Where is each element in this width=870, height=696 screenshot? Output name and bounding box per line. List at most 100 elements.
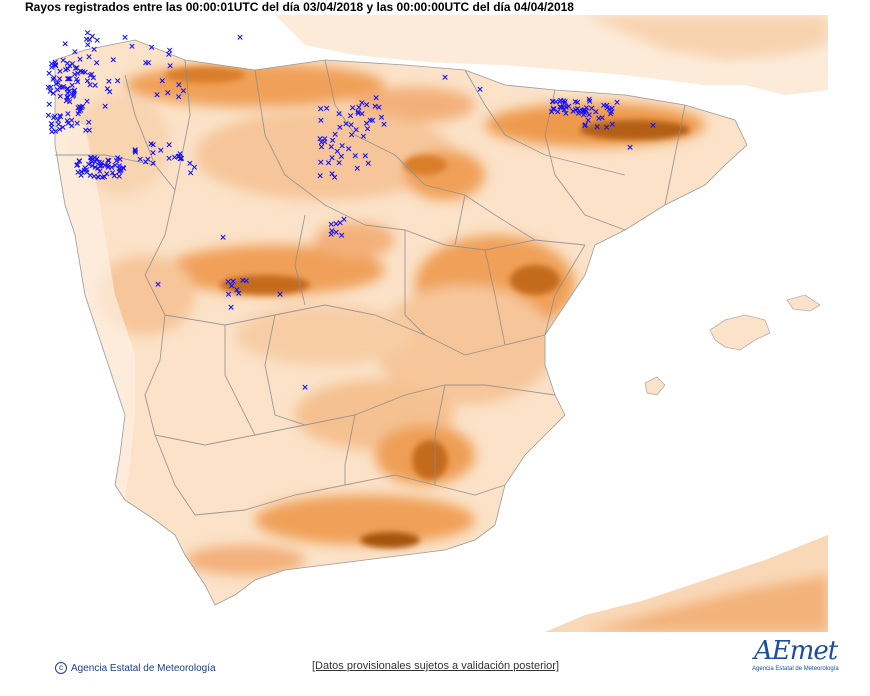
lightning-strike-marker: × bbox=[342, 120, 350, 130]
lightning-strike-marker: × bbox=[148, 43, 156, 53]
lightning-strike-marker: × bbox=[338, 231, 346, 241]
aemet-logo-subtitle: Agencia Estatal de Meteorología bbox=[752, 666, 839, 672]
lightning-strike-marker: × bbox=[105, 77, 113, 87]
aemet-logo-text: AEmet bbox=[754, 636, 838, 666]
lightning-strike-marker: × bbox=[91, 163, 99, 173]
lightning-strike-marker: × bbox=[235, 289, 243, 299]
lightning-strike-marker: × bbox=[74, 110, 82, 120]
lightning-strike-marker: × bbox=[360, 132, 368, 142]
lightning-strike-marker: × bbox=[95, 173, 103, 183]
lightning-strike-marker: × bbox=[48, 120, 56, 130]
lightning-strike-marker: × bbox=[50, 89, 58, 99]
lightning-strike-marker: × bbox=[73, 75, 81, 85]
lightning-strike-marker: × bbox=[76, 156, 84, 166]
lightning-strike-marker: × bbox=[572, 106, 580, 116]
lightning-strike-marker: × bbox=[332, 220, 340, 230]
lightning-strike-marker: × bbox=[64, 59, 72, 69]
lightning-strike-marker: × bbox=[598, 113, 606, 123]
lightning-strike-marker: × bbox=[149, 159, 157, 169]
lightning-strike-marker: × bbox=[365, 159, 373, 169]
lightning-strike-marker: × bbox=[358, 110, 366, 120]
lightning-strike-marker: × bbox=[175, 93, 183, 103]
lightning-strike-marker: × bbox=[119, 163, 127, 173]
lightning-strike-marker: × bbox=[600, 101, 608, 111]
lightning-strike-marker: × bbox=[54, 86, 62, 96]
lightning-strike-marker: × bbox=[74, 168, 82, 178]
lightning-strike-marker: × bbox=[176, 152, 184, 162]
lightning-strike-marker: × bbox=[180, 87, 188, 97]
lightning-strike-marker: × bbox=[354, 164, 362, 174]
lightning-strike-marker: × bbox=[46, 87, 54, 97]
lightning-strike-marker: × bbox=[72, 64, 80, 74]
lightning-strike-marker: × bbox=[50, 74, 58, 84]
lightning-strike-marker: × bbox=[649, 121, 657, 131]
lightning-strike-marker: × bbox=[49, 75, 57, 85]
lightning-strike-marker: × bbox=[108, 163, 116, 173]
lightning-strike-marker: × bbox=[335, 158, 343, 168]
lightning-strike-marker: × bbox=[90, 172, 98, 182]
lightning-strike-marker: × bbox=[349, 104, 357, 114]
lightning-strike-marker: × bbox=[128, 42, 136, 52]
lightning-strike-marker: × bbox=[574, 105, 582, 115]
lightning-strike-marker: × bbox=[354, 108, 362, 118]
lightning-strike-marker: × bbox=[580, 106, 588, 116]
lightning-strike-marker: × bbox=[73, 119, 81, 129]
lightning-strike-marker: × bbox=[69, 60, 77, 70]
lightning-strike-marker: × bbox=[45, 111, 53, 121]
lightning-strike-marker: × bbox=[99, 173, 107, 183]
lightning-strike-marker: × bbox=[586, 97, 594, 107]
lightning-strike-marker: × bbox=[592, 108, 600, 118]
lightning-strike-marker: × bbox=[355, 109, 363, 119]
lightning-strike-marker: × bbox=[153, 90, 161, 100]
lightning-strike-marker: × bbox=[276, 290, 284, 300]
lightning-strike-marker: × bbox=[86, 71, 94, 81]
lightning-strike-marker: × bbox=[476, 85, 484, 95]
provisional-data-disclaimer: [Datos provisionales sujetos a validació… bbox=[312, 660, 560, 672]
lightning-strike-marker: × bbox=[54, 116, 62, 126]
lightning-strike-marker: × bbox=[82, 126, 90, 136]
lightning-strike-marker: × bbox=[219, 233, 227, 243]
lightning-strike-marker: × bbox=[316, 172, 324, 182]
lightning-strike-marker: × bbox=[338, 142, 346, 152]
lightning-strike-marker: × bbox=[372, 93, 380, 103]
lightning-strike-marker: × bbox=[178, 154, 186, 164]
lightning-strike-marker: × bbox=[154, 280, 162, 290]
map-title: Rayos registrados entre las 00:00:01UTC … bbox=[25, 0, 574, 14]
lightning-strike-marker: × bbox=[88, 70, 96, 80]
lightning-strike-marker: × bbox=[593, 123, 601, 133]
lightning-strike-marker: × bbox=[81, 68, 89, 78]
lightning-strike-marker: × bbox=[60, 83, 68, 93]
lightning-strike-marker: × bbox=[131, 145, 139, 155]
lightning-strike-marker: × bbox=[149, 149, 157, 159]
lightning-strike-marker: × bbox=[164, 89, 172, 99]
lightning-strike-marker: × bbox=[233, 285, 241, 295]
lightning-strike-marker: × bbox=[52, 127, 60, 137]
lightning-strike-marker: × bbox=[561, 99, 569, 109]
lightning-strike-marker: × bbox=[561, 97, 569, 107]
lightning-strike-marker: × bbox=[52, 61, 60, 71]
lightning-strike-marker: × bbox=[105, 156, 113, 166]
lightning-strike-marker: × bbox=[328, 220, 336, 230]
lightning-strike-marker: × bbox=[48, 127, 56, 137]
lightning-strike-marker: × bbox=[328, 169, 336, 179]
lightning-strike-marker: × bbox=[613, 98, 621, 108]
lightning-strike-marker: × bbox=[243, 276, 251, 286]
lightning-strike-marker: × bbox=[71, 48, 79, 58]
lightning-strike-marker: × bbox=[606, 105, 614, 115]
lightning-strike-marker: × bbox=[52, 62, 60, 72]
lightning-strike-marker: × bbox=[338, 152, 346, 162]
lightning-strike-marker: × bbox=[64, 85, 72, 95]
lightning-strike-marker: × bbox=[559, 103, 567, 113]
lightning-strike-marker: × bbox=[607, 109, 615, 119]
lightning-strike-marker: × bbox=[89, 32, 97, 42]
lightning-strike-marker: × bbox=[584, 116, 592, 126]
menorca bbox=[786, 294, 821, 312]
lightning-strike-marker: × bbox=[52, 79, 60, 89]
lightning-strike-marker: × bbox=[56, 75, 64, 85]
lightning-strike-marker: × bbox=[104, 161, 112, 171]
lightning-strike-marker: × bbox=[84, 41, 92, 51]
agency-credit-text: Agencia Estatal de Meteorología bbox=[71, 662, 216, 674]
lightning-strike-marker: × bbox=[54, 79, 62, 89]
lightning-strike-marker: × bbox=[603, 123, 611, 133]
lightning-strike-marker: × bbox=[165, 50, 173, 60]
